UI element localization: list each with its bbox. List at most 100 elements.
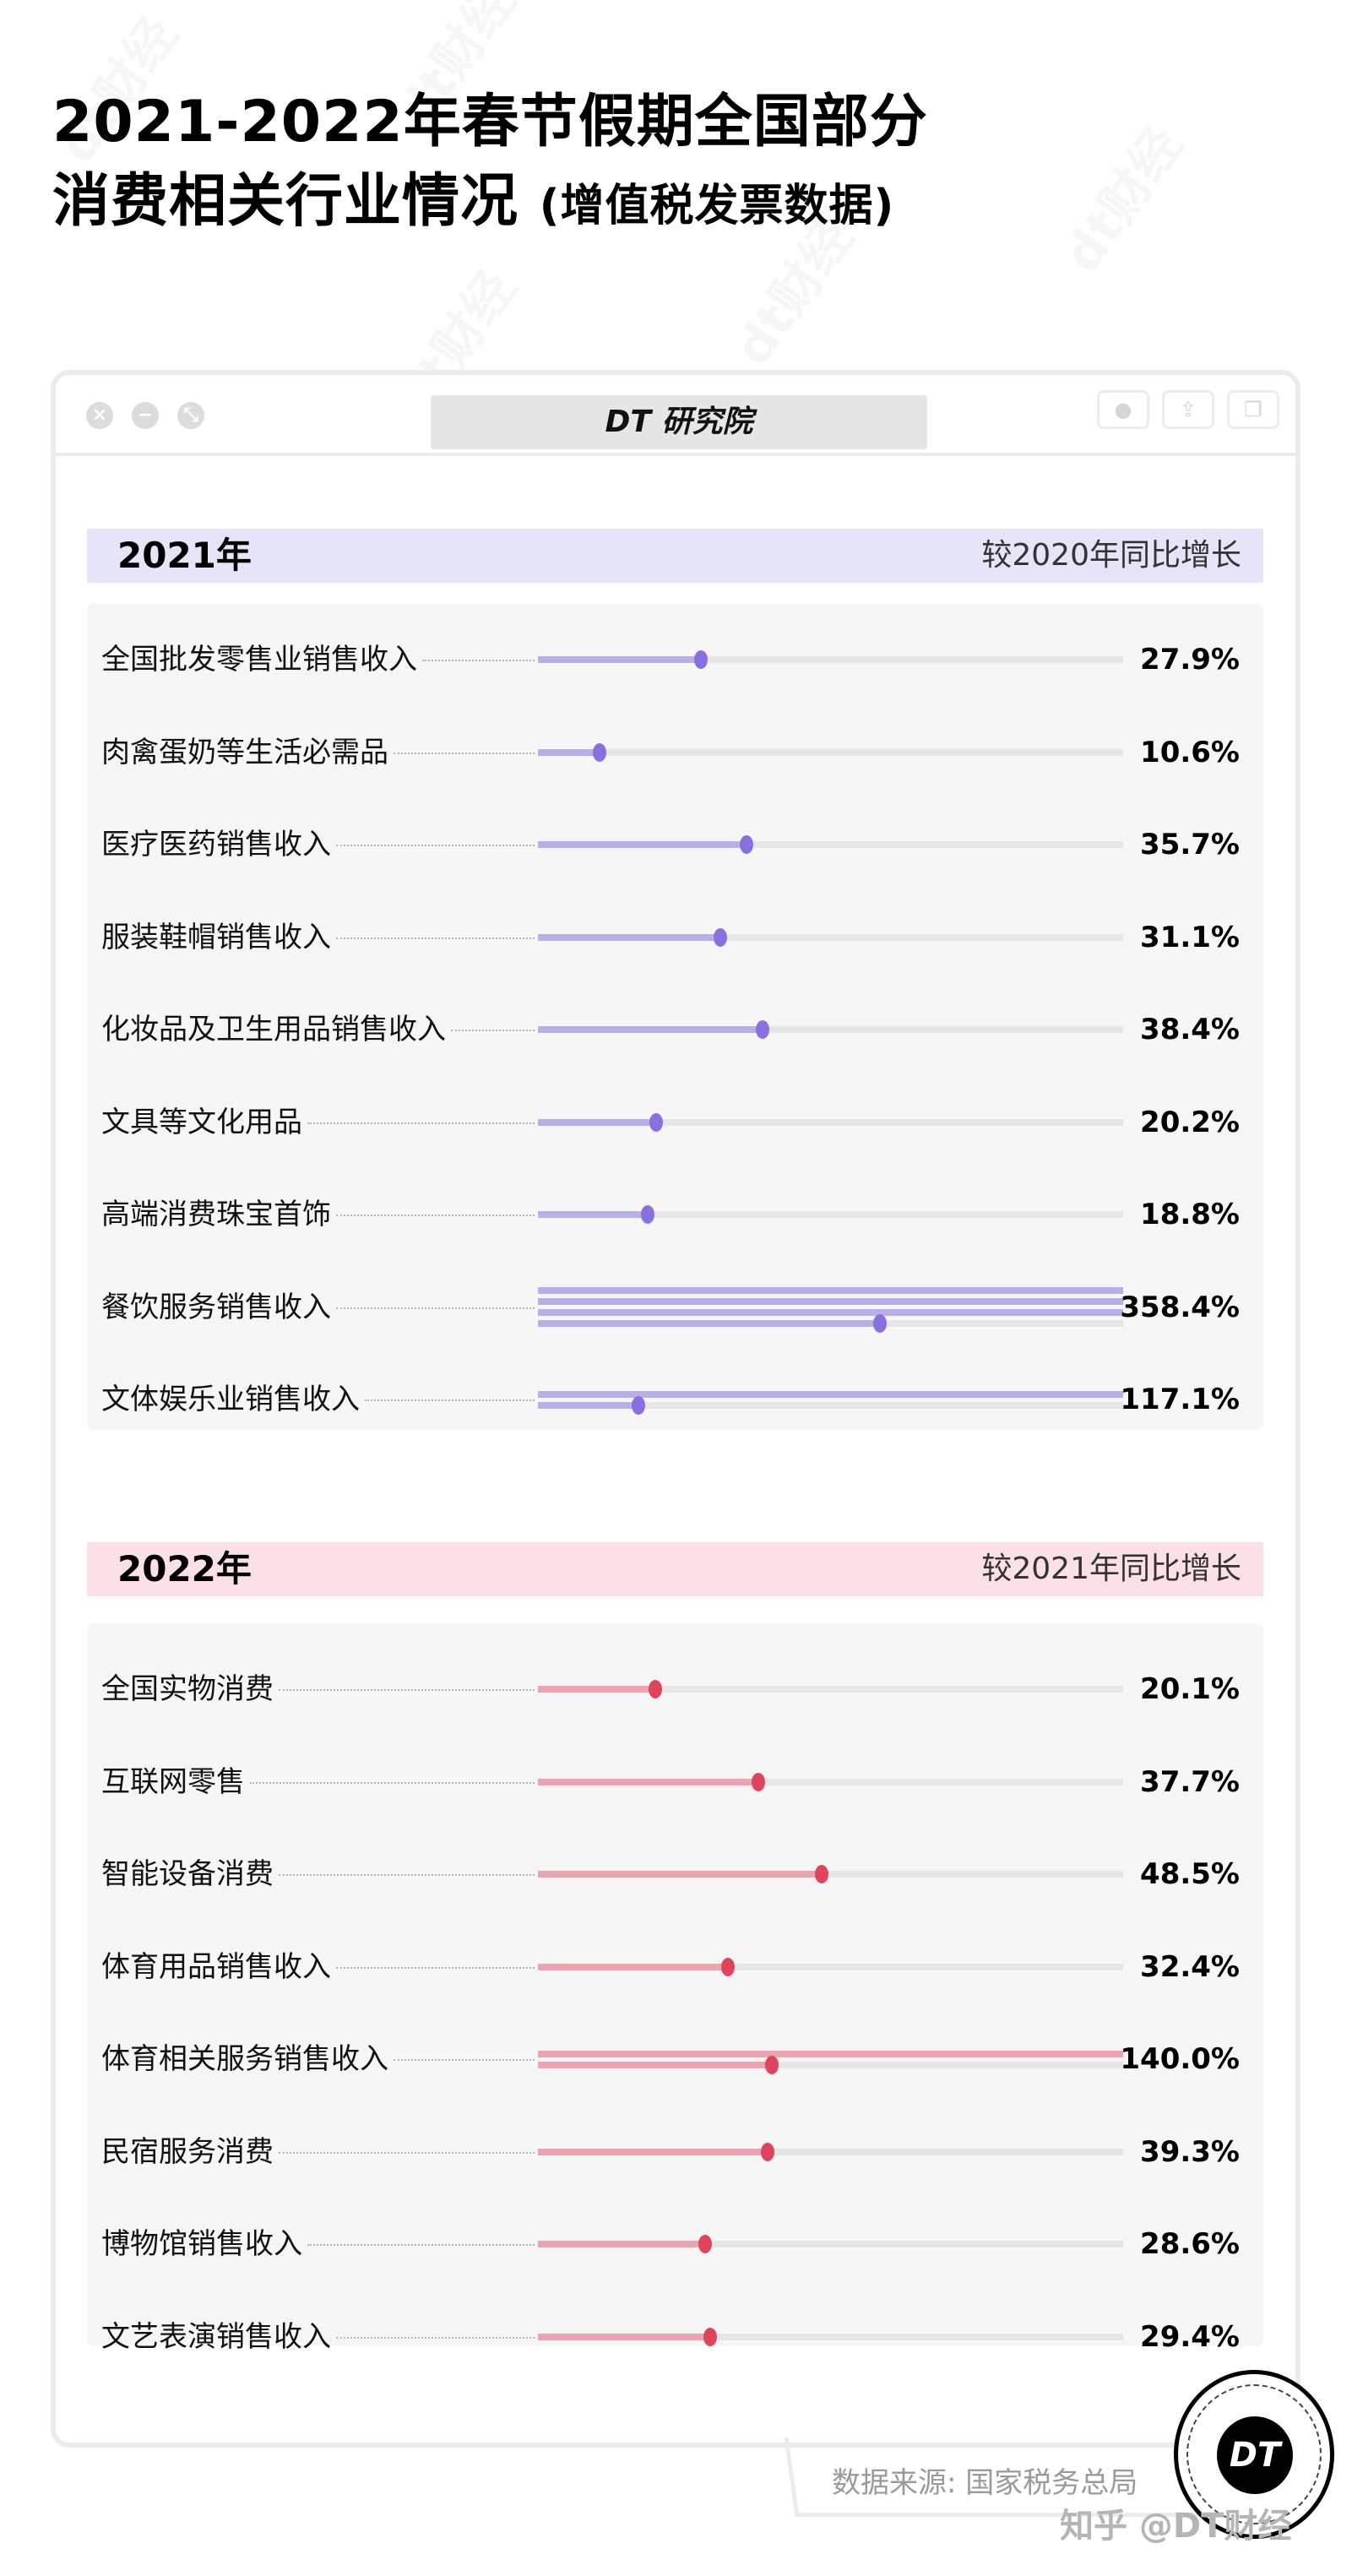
bar-end-dot xyxy=(698,2235,713,2253)
row-value: 29.4% xyxy=(1140,2319,1240,2354)
bar-track xyxy=(538,1772,1123,1791)
bar-end-dot xyxy=(765,2055,779,2074)
bar-end-dot xyxy=(740,835,754,854)
leader-line xyxy=(336,845,535,846)
bar-fill xyxy=(538,656,702,663)
row-value: 20.1% xyxy=(1140,1672,1240,1706)
bar-track xyxy=(538,1309,1123,1316)
row-label: 全国实物消费 xyxy=(101,1672,274,1706)
bar-end-dot xyxy=(631,1395,645,1415)
data-source: 数据来源: 国家税务总局 xyxy=(832,2466,1138,2500)
row-value: 37.7% xyxy=(1140,1764,1240,1799)
row-value: 32.4% xyxy=(1140,1949,1240,1984)
row-value: 117.1% xyxy=(1120,1383,1240,1416)
bar-track xyxy=(538,1205,1123,1224)
leader-line xyxy=(336,937,535,939)
row-value: 35.7% xyxy=(1140,828,1240,861)
section-year: 2022年 xyxy=(117,1548,252,1590)
row-label: 化妆品及卫生用品销售收入 xyxy=(101,1013,446,1046)
platform-watermark: 知乎 @DT财经 xyxy=(1060,2507,1292,2546)
bar-end-dot xyxy=(752,1772,766,1791)
bar-end-dot xyxy=(872,1314,887,1333)
bar-track xyxy=(538,742,1123,762)
title-line-2: 消费相关行业情况 (增值税发票数据) xyxy=(52,168,895,235)
bar-fill xyxy=(538,2061,773,2068)
bar-track xyxy=(538,1112,1123,1132)
bar-track xyxy=(538,2055,1123,2074)
row-value: 28.6% xyxy=(1140,2227,1240,2261)
leader-line xyxy=(451,1030,535,1031)
section-year: 2021年 xyxy=(117,535,252,576)
leader-line xyxy=(336,1215,535,1216)
leader-line xyxy=(279,1689,535,1691)
bar-fill xyxy=(538,1871,823,1878)
leader-line xyxy=(279,2151,535,2154)
bar-fill xyxy=(538,1309,1123,1316)
bar-fill xyxy=(538,2148,768,2155)
bar-end-dot xyxy=(703,2327,717,2346)
chart-row: 医疗医药销售收入 35.7% xyxy=(87,819,1263,870)
window-titlebar: × − ⤡ DT 研究院 ● ⇪ ❐ xyxy=(56,375,1295,456)
bar-fill xyxy=(538,1390,1123,1398)
bar-track xyxy=(538,1020,1123,1039)
expand-icon[interactable]: ⤡ xyxy=(177,402,204,429)
close-icon[interactable]: × xyxy=(86,402,113,429)
section-header-2022: 2022年 较2021年同比增长 xyxy=(87,1542,1263,1596)
row-value: 27.9% xyxy=(1140,643,1240,677)
bar-fill xyxy=(538,841,747,848)
bar-track xyxy=(538,2050,1123,2057)
leader-line xyxy=(279,1874,535,1876)
section-comparison: 较2021年同比增长 xyxy=(981,1552,1241,1586)
bar-fill xyxy=(538,1287,1123,1294)
bar-fill xyxy=(538,1118,656,1126)
chart-row: 民宿服务消费 39.3% xyxy=(87,2127,1263,2177)
row-label: 智能设备消费 xyxy=(101,1857,274,1891)
row-value: 20.2% xyxy=(1140,1105,1240,1139)
bar-fill xyxy=(538,1401,638,1409)
bar-fill xyxy=(538,2050,1123,2057)
section-header-2021: 2021年 较2020年同比增长 xyxy=(87,529,1263,583)
watermark: dt财经 xyxy=(1043,110,1196,285)
brand-title: DT 研究院 xyxy=(431,395,927,449)
leader-line xyxy=(336,1307,535,1309)
bar-track xyxy=(538,650,1123,669)
bar-track xyxy=(538,1390,1123,1398)
minimize-icon[interactable]: − xyxy=(132,402,159,429)
leader-line xyxy=(307,2244,535,2246)
bar-end-dot xyxy=(761,2142,775,2161)
bar-fill xyxy=(538,748,600,756)
row-label: 全国批发零售业销售收入 xyxy=(101,643,417,677)
bar-fill xyxy=(538,1778,759,1785)
chart-row: 全国实物消费 20.1% xyxy=(87,1664,1263,1715)
row-value: 48.5% xyxy=(1140,1857,1240,1891)
bar-track xyxy=(538,835,1123,854)
bar-track xyxy=(538,2142,1123,2161)
bar-track xyxy=(538,1314,1123,1333)
bar-track xyxy=(538,1395,1123,1415)
row-label: 体育相关服务销售收入 xyxy=(101,2042,388,2076)
bar-end-dot xyxy=(593,742,607,762)
bar-fill xyxy=(538,933,720,941)
row-label: 体育用品销售收入 xyxy=(101,1949,331,1984)
row-value: 358.4% xyxy=(1120,1290,1240,1324)
row-label: 文艺表演销售收入 xyxy=(101,2319,331,2354)
row-value: 10.6% xyxy=(1140,735,1240,769)
leader-line xyxy=(394,752,535,754)
record-icon[interactable]: ● xyxy=(1097,390,1149,429)
bar-end-dot xyxy=(713,927,727,947)
bar-end-dot xyxy=(756,1020,770,1039)
bar-end-dot xyxy=(649,1680,663,1698)
bar-fill xyxy=(538,1298,1123,1305)
share-icon[interactable]: ⇪ xyxy=(1162,390,1214,429)
leader-line xyxy=(394,2059,535,2061)
copy-windows-icon[interactable]: ❐ xyxy=(1227,390,1279,429)
title-line-1: 2021-2022年春节假期全国部分 xyxy=(52,89,928,155)
bar-fill xyxy=(538,1026,763,1033)
bar-track xyxy=(538,1298,1123,1305)
row-value: 38.4% xyxy=(1140,1013,1240,1046)
chart-row: 互联网零售 37.7% xyxy=(87,1757,1263,1807)
bar-track xyxy=(538,1287,1123,1294)
chart-row: 文具等文化用品 20.2% xyxy=(87,1097,1263,1148)
chart-row: 智能设备消费 48.5% xyxy=(87,1849,1263,1899)
chart-row: 体育用品销售收入 32.4% xyxy=(87,1942,1263,1992)
